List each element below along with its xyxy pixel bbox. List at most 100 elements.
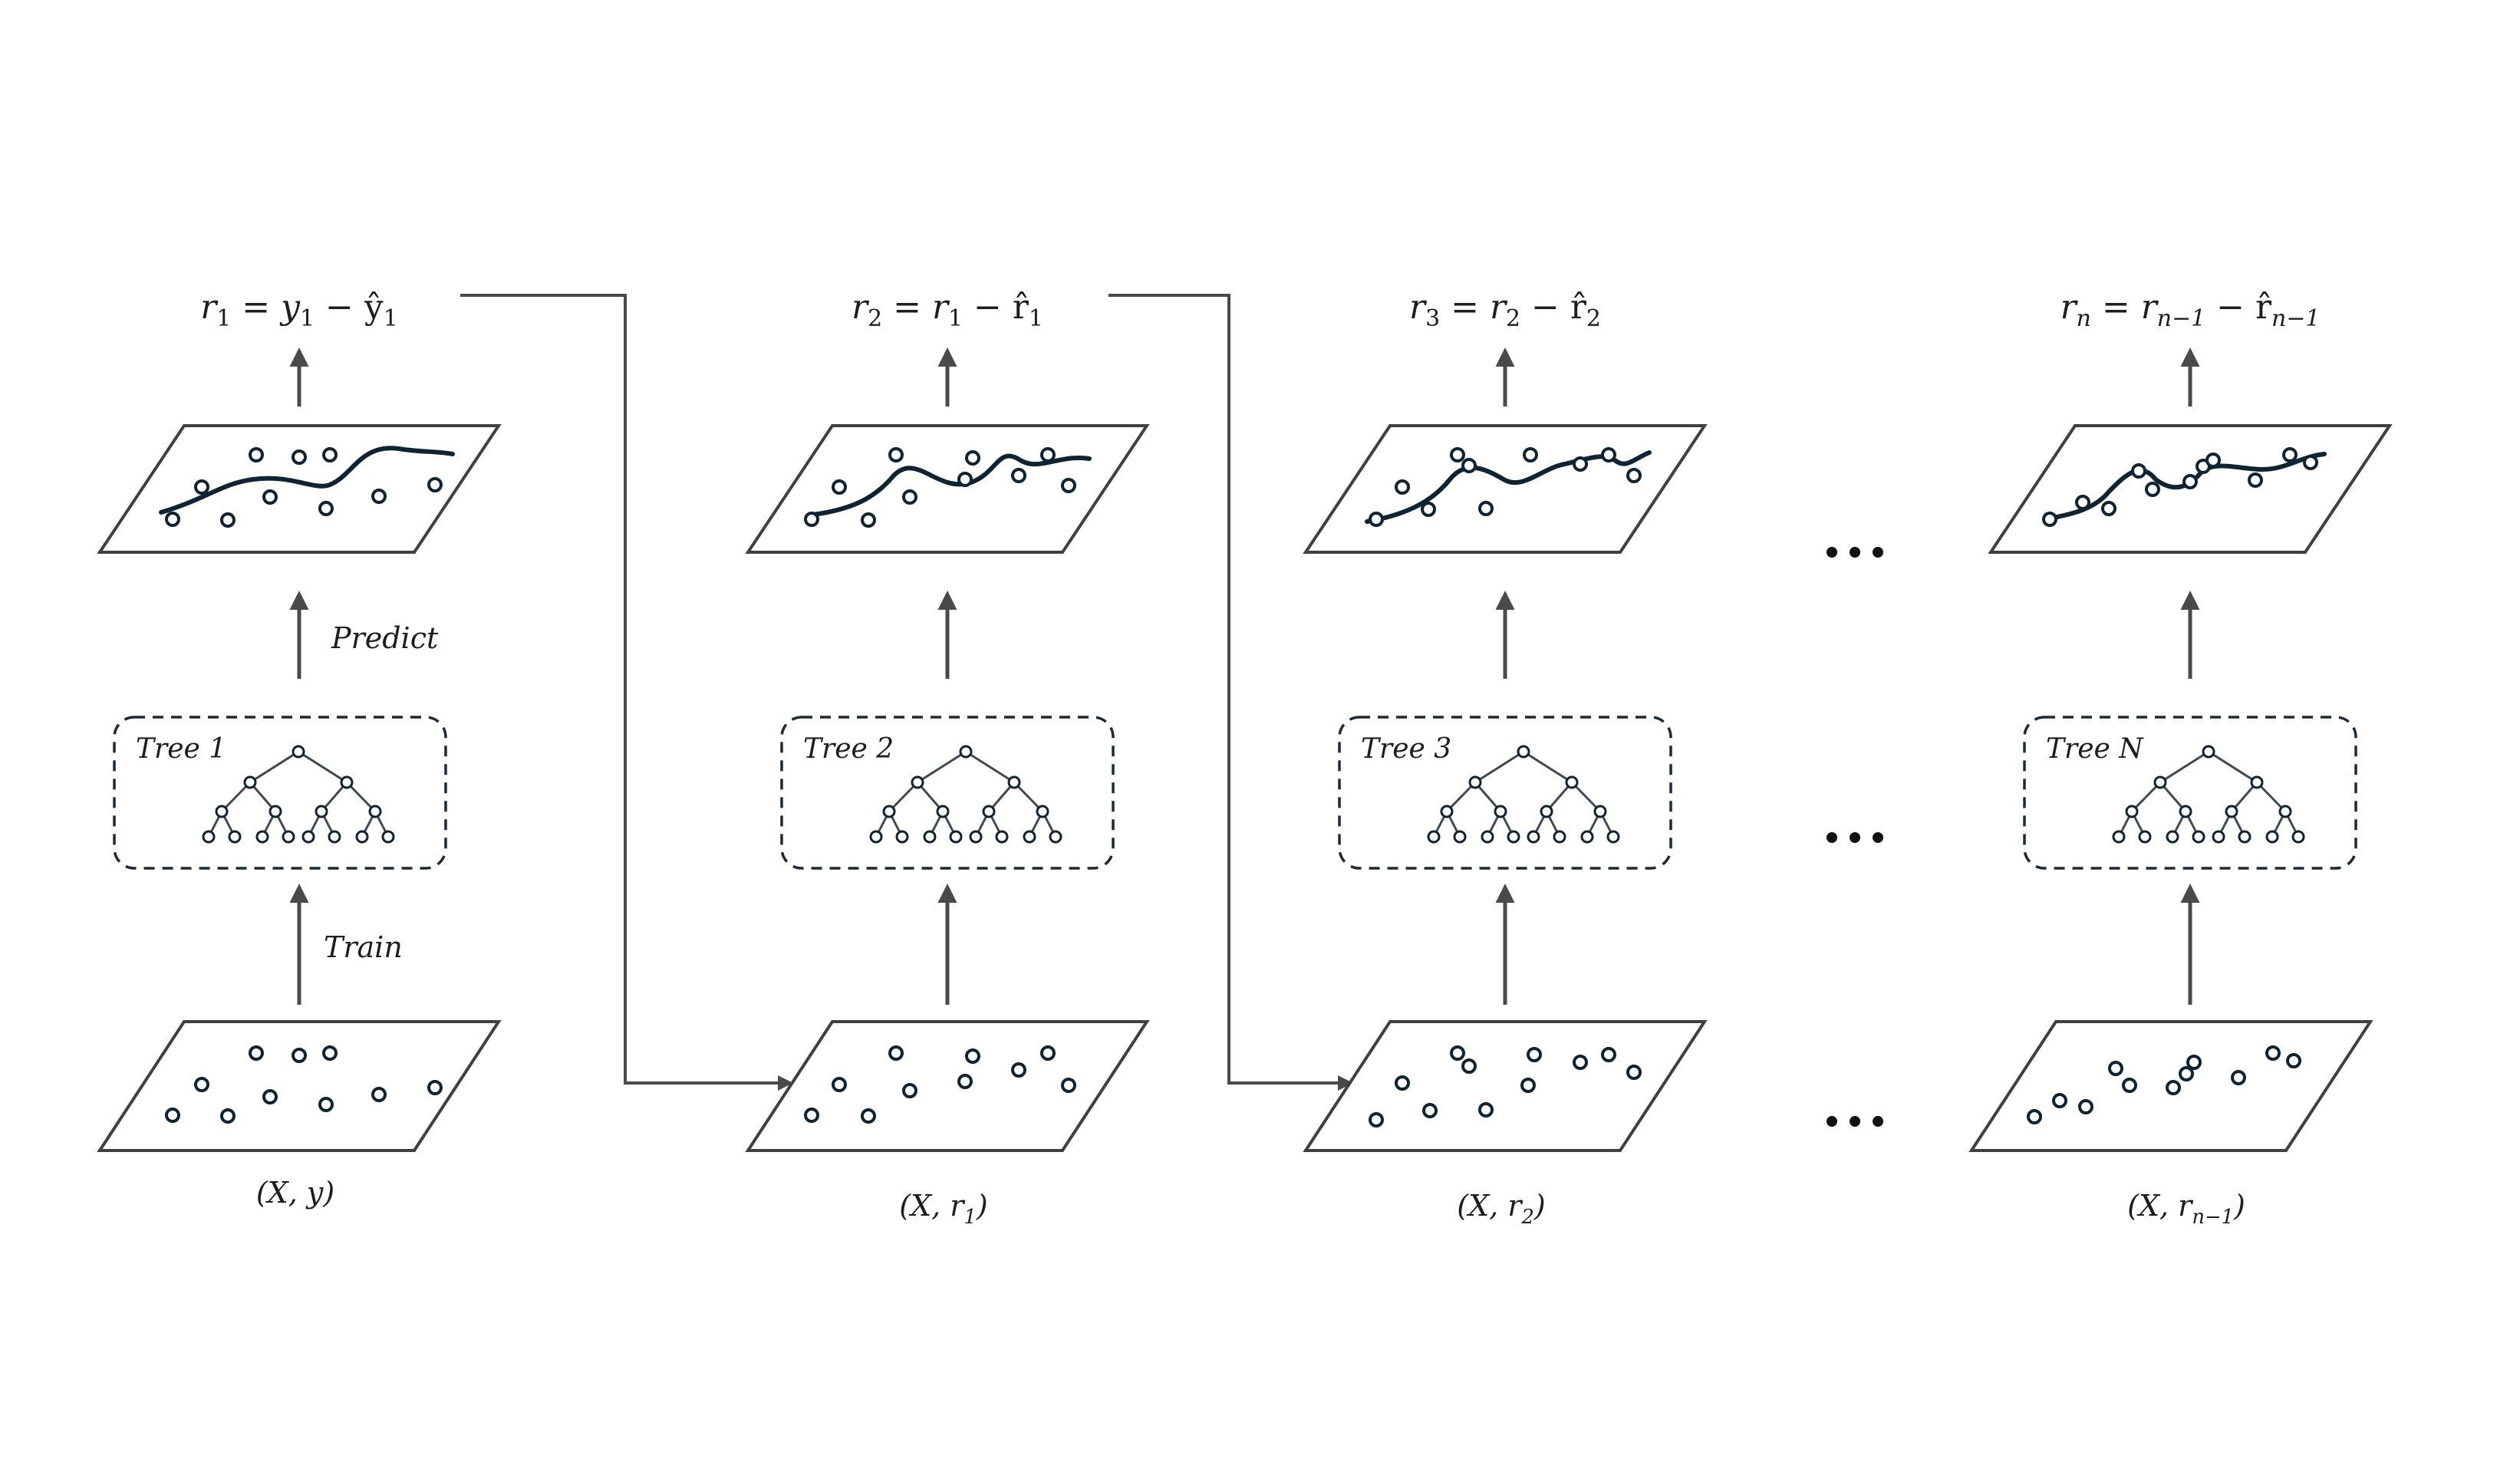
- data-point: [1450, 447, 1465, 462]
- tree-edge: [888, 781, 919, 813]
- tree-box: [113, 716, 447, 870]
- tree-node: [1527, 830, 1540, 844]
- data-label: (X, r2): [1457, 1189, 1545, 1229]
- data-point: [2231, 1070, 2246, 1085]
- tree-box: [2023, 716, 2357, 870]
- tree-node: [315, 805, 328, 818]
- data-point: [1061, 478, 1076, 493]
- data-point: [1040, 1045, 1056, 1061]
- data-point: [165, 512, 180, 527]
- tree-node: [215, 805, 229, 818]
- data-point: [427, 1080, 443, 1095]
- data-label: (X, r1): [899, 1189, 987, 1229]
- data-point: [1040, 447, 1056, 462]
- data-label: (X, rn−1): [2127, 1189, 2245, 1229]
- data-plane: [97, 1020, 502, 1152]
- data-point: [2042, 512, 2057, 527]
- ellipsis-dot: [1850, 547, 1860, 558]
- tree-icon: [1427, 745, 1620, 844]
- data-point: [1369, 1112, 1384, 1127]
- tree-node: [243, 775, 257, 789]
- data-point: [1461, 458, 1477, 473]
- data-plane: [745, 1020, 1150, 1152]
- data-point: [1520, 1078, 1536, 1093]
- data-point: [2179, 1066, 2194, 1081]
- stage-column-2: r2 = r1 − r̂1 Tree 2 (X, r1): [745, 288, 1150, 1229]
- tree-node: [368, 805, 382, 818]
- tree-edge: [1013, 781, 1044, 813]
- tree-node: [228, 830, 242, 844]
- tree-node: [1593, 805, 1607, 818]
- fitted-curve: [2044, 452, 2327, 522]
- data-point: [2265, 1045, 2281, 1061]
- data-point: [2078, 1099, 2093, 1114]
- data-point: [292, 1048, 307, 1063]
- tree-label: Tree N: [2046, 733, 2144, 765]
- predict-label: Predict: [331, 621, 439, 655]
- tree-node: [2202, 745, 2215, 759]
- data-point: [957, 472, 973, 487]
- ellipsis-dot: [1873, 547, 1883, 558]
- data-point: [2205, 453, 2221, 468]
- tree-label: Tree 3: [1361, 733, 1451, 765]
- tree-node: [2125, 805, 2139, 818]
- tree-node: [995, 830, 1009, 844]
- data-point: [1573, 1055, 1588, 1070]
- tree-node: [923, 830, 937, 844]
- data-point: [2282, 447, 2298, 462]
- tree-node: [2250, 775, 2264, 789]
- data-point: [371, 489, 387, 504]
- ellipsis-dot: [1827, 547, 1837, 558]
- data-point: [965, 450, 980, 466]
- tree-node: [1517, 745, 1530, 759]
- data-point: [1478, 501, 1494, 516]
- data-point: [804, 512, 819, 527]
- tree-node: [355, 830, 369, 844]
- residual-connectors: [460, 294, 1353, 1091]
- ellipsis-dot: [1850, 832, 1860, 843]
- tree-node: [2212, 830, 2225, 844]
- tree-node: [1468, 775, 1482, 789]
- data-point: [2248, 472, 2263, 488]
- residual-connector-arrow: [460, 294, 793, 1091]
- data-point: [220, 512, 236, 528]
- data-point: [888, 1045, 904, 1061]
- tree-edge: [2255, 781, 2287, 813]
- data-point: [194, 1077, 209, 1092]
- data-point: [2027, 1109, 2042, 1124]
- tree-node: [936, 805, 950, 818]
- tree-node: [1007, 775, 1021, 789]
- residual-formula: r1 = y1 − ŷ1: [200, 288, 398, 332]
- tree-node: [2225, 805, 2238, 818]
- data-point: [1395, 1075, 1410, 1091]
- tree-node: [2278, 805, 2292, 818]
- tree-node: [2291, 830, 2305, 844]
- tree-node: [1440, 805, 1454, 818]
- data-point: [2182, 474, 2198, 489]
- data-point: [1369, 512, 1384, 527]
- data-point: [2186, 1055, 2202, 1070]
- residual-formula: r2 = r1 − r̂1: [852, 288, 1043, 332]
- stage-column-3: r3 = r2 − r̂2 Tree 3 (X, r2): [1303, 288, 1708, 1229]
- data-label: (X, y): [256, 1176, 334, 1210]
- tree-icon: [202, 745, 395, 844]
- tree-node: [1023, 830, 1036, 844]
- ellipsis-dot: [1827, 832, 1837, 843]
- data-point: [1478, 1102, 1494, 1118]
- ellipsis-dot: [1850, 1116, 1860, 1127]
- data-point: [2166, 1080, 2181, 1095]
- data-point: [2052, 1093, 2067, 1108]
- data-point: [2145, 482, 2160, 497]
- fitted-curve: [159, 446, 455, 515]
- tree-icon: [869, 745, 1062, 844]
- ellipsis-dot: [1873, 832, 1883, 843]
- tree-node: [869, 830, 883, 844]
- data-point: [292, 449, 307, 465]
- tree-edge: [1570, 781, 1602, 813]
- tree-box: [780, 716, 1115, 870]
- tree-node: [381, 830, 395, 844]
- data-point: [2075, 495, 2090, 510]
- data-point: [2303, 455, 2318, 470]
- tree-icon: [2112, 745, 2305, 844]
